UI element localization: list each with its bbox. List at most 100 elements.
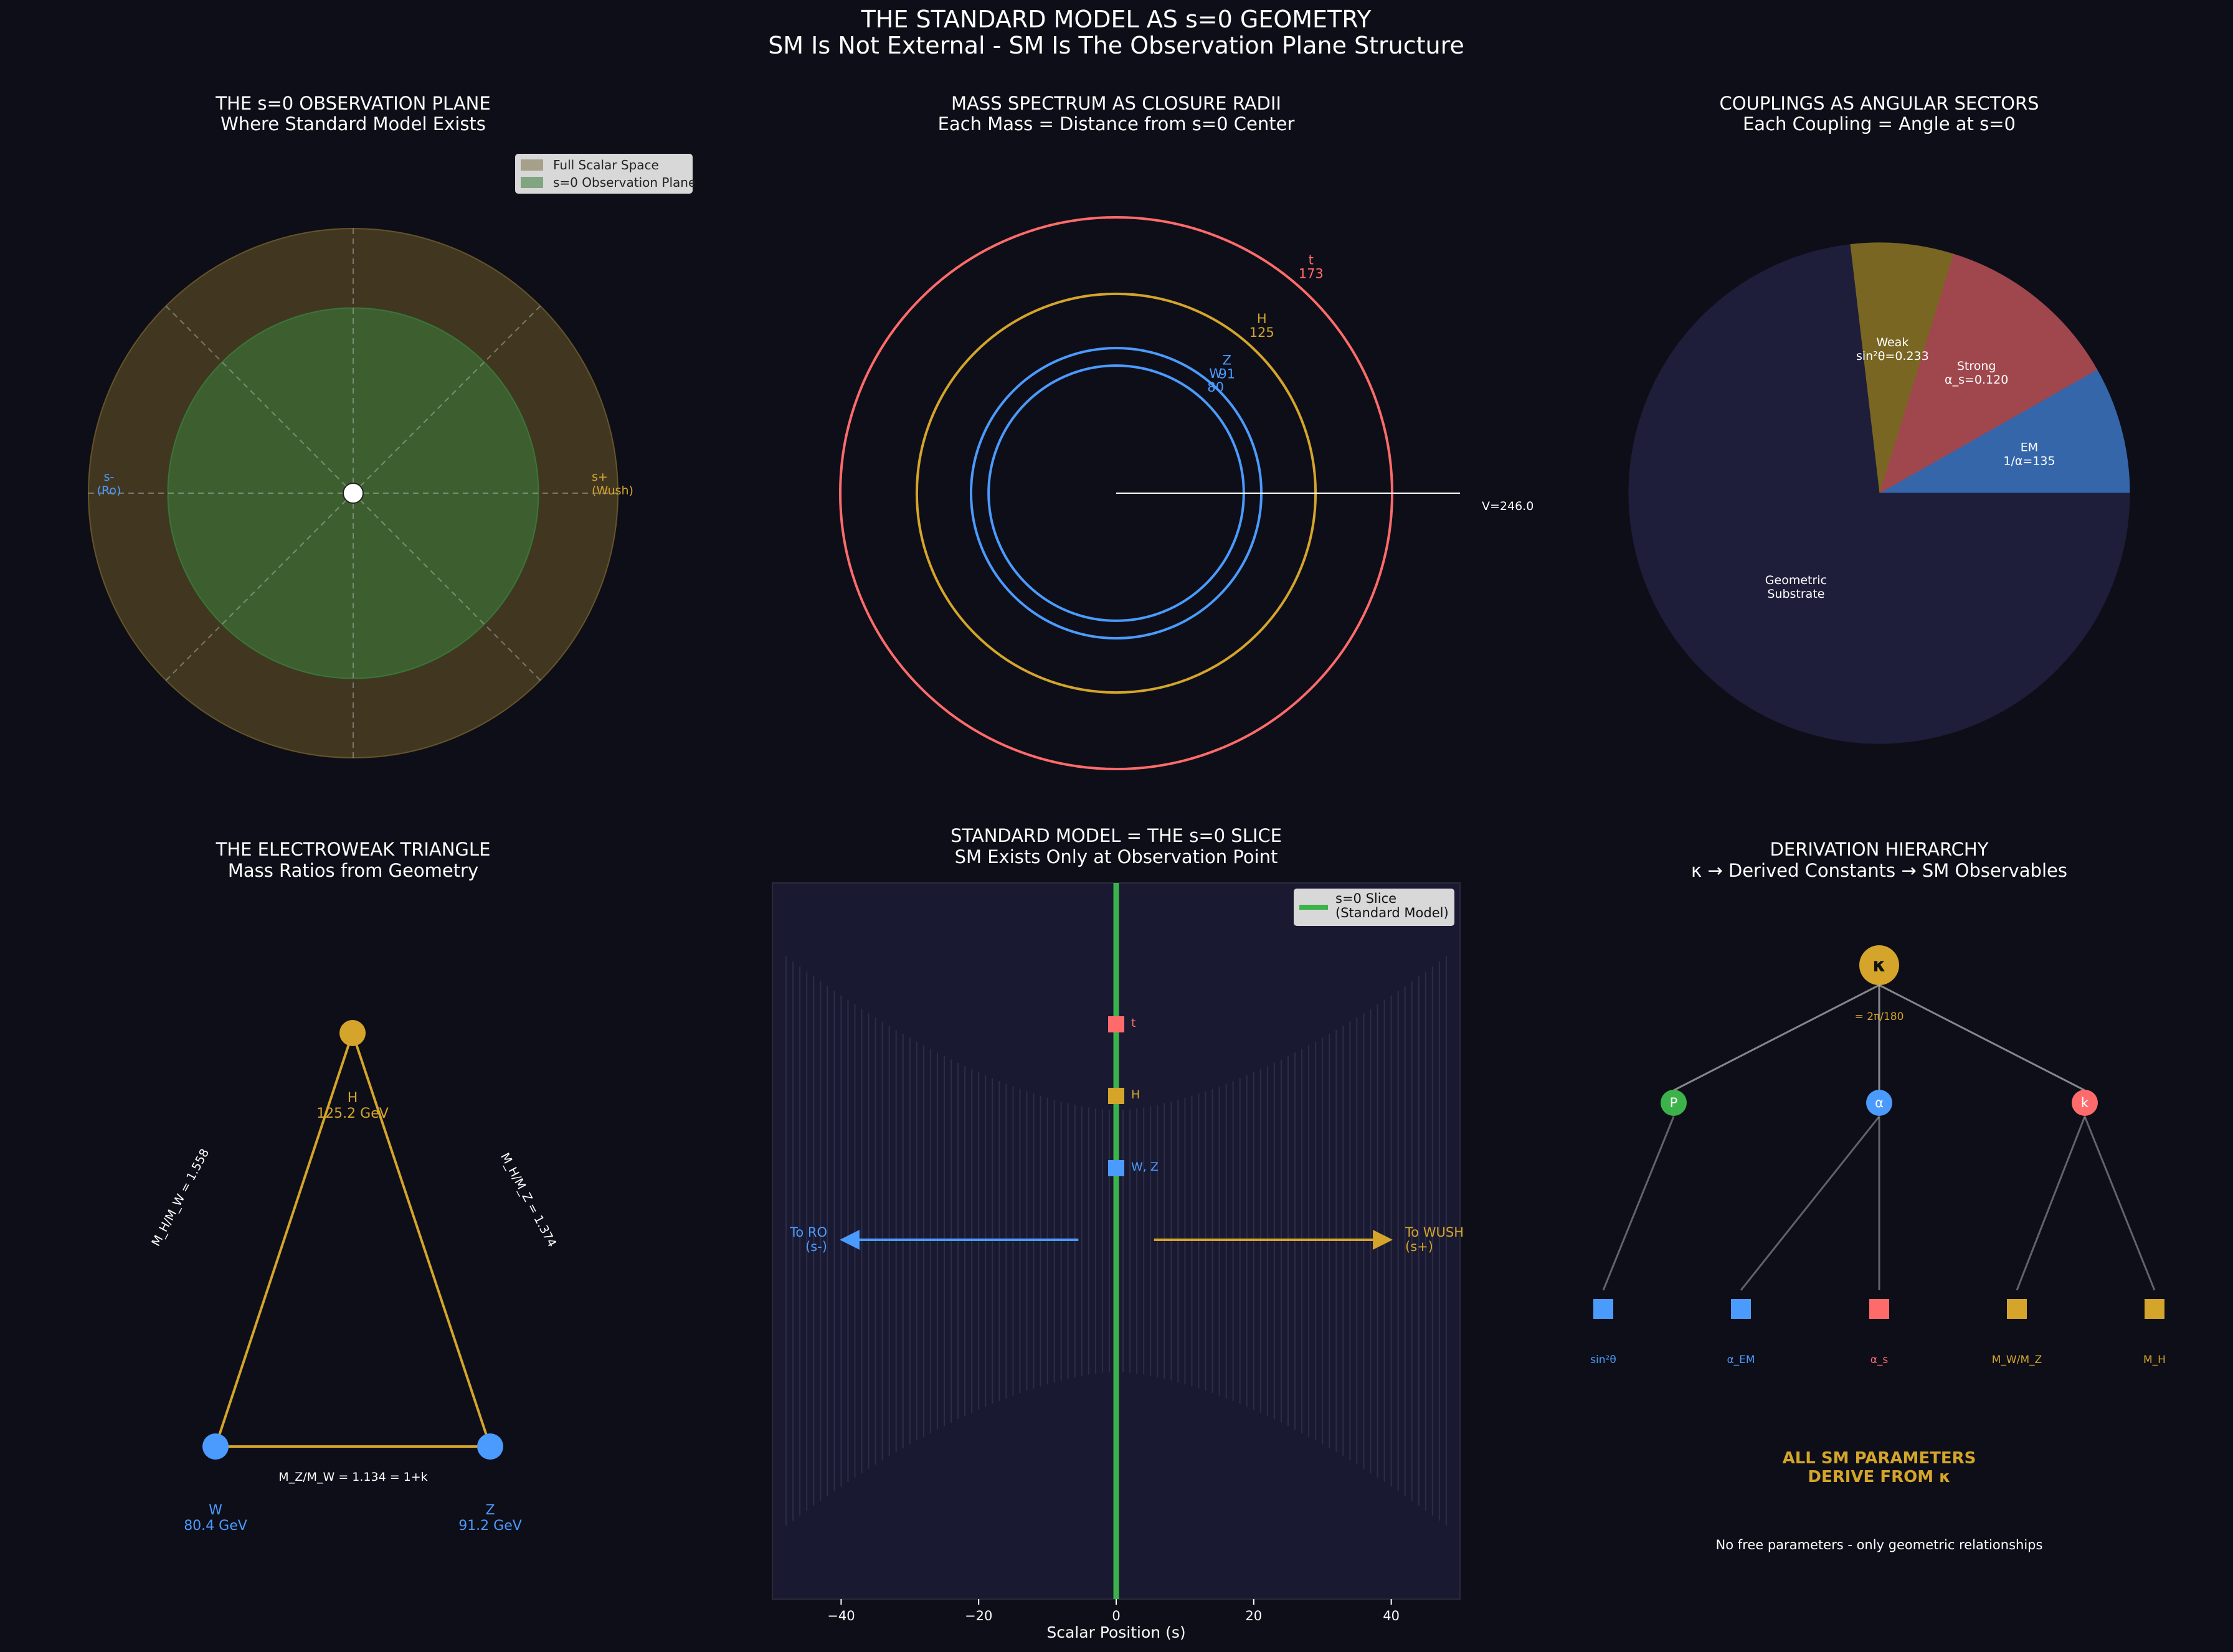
panel-observation-plane: THE s=0 OBSERVATION PLANE Where Standard… xyxy=(88,93,696,758)
vertex-label-h: H 125.2 GeV xyxy=(316,1090,389,1121)
panel2-subtitle: Each Mass = Distance from s=0 Center xyxy=(938,113,1295,135)
slice-arrows: To RO (s-) To WUSH (s+) xyxy=(789,1225,1464,1254)
plane-legend: Full Scalar Space s=0 Observation Plane xyxy=(515,154,696,194)
panel2-title: MASS SPECTRUM AS CLOSURE RADII xyxy=(951,93,1281,114)
x-tick-label: −40 xyxy=(827,1608,855,1623)
marker-t xyxy=(1108,1016,1124,1032)
edge-alpha-alpha-em xyxy=(1740,1116,1880,1291)
edge-w-h xyxy=(214,1032,354,1447)
leaf-label-alpha-em: α_EM xyxy=(1727,1354,1755,1366)
panel6-title: DERIVATION HIERARCHY xyxy=(1770,839,1989,860)
edge-P-sin2theta xyxy=(1602,1116,1675,1291)
vev-line: V=246.0 xyxy=(1116,493,1534,513)
label-s-minus: s-(Ro) xyxy=(97,470,121,498)
x-tick-label: 40 xyxy=(1383,1608,1400,1623)
node-label-p: P xyxy=(1670,1095,1678,1110)
vertex-label-z: Z 91.2 GeV xyxy=(458,1503,522,1534)
slice-legend-box xyxy=(1294,889,1454,926)
x-tick-label: 0 xyxy=(1112,1608,1120,1623)
panel3-subtitle: Each Coupling = Angle at s=0 xyxy=(1743,113,2016,135)
kappa-note: = 2π/180 xyxy=(1855,1011,1904,1023)
leaf-label-alpha-s: α_s xyxy=(1870,1354,1889,1366)
vertex-z xyxy=(477,1433,503,1460)
legend-swatch-observation xyxy=(521,177,543,188)
panel-derivation-hierarchy: DERIVATION HIERARCHY κ → Derived Constan… xyxy=(1590,839,2166,1552)
slice-weak xyxy=(1849,242,1954,494)
node-kappa xyxy=(1859,945,1899,985)
leaf-mh xyxy=(2145,1299,2164,1319)
hierarchy-conclusion-text: ALL SM PARAMETERS DERIVE FROM κ xyxy=(1783,1449,1976,1486)
panel6-subtitle: κ → Derived Constants → SM Observables xyxy=(1691,860,2067,881)
guide-line-225 xyxy=(165,493,354,681)
node-k xyxy=(2072,1090,2098,1116)
guide-line-45 xyxy=(353,305,541,494)
slice-geometric-substrate xyxy=(1628,244,2130,744)
panel-mass-spectrum: MASS SPECTRUM AS CLOSURE RADII Each Mass… xyxy=(839,93,1534,770)
node-alpha xyxy=(1866,1090,1892,1116)
marker-label-h: H xyxy=(1131,1088,1140,1102)
x-axis-ticks: −40 −20 0 20 40 xyxy=(827,1599,1400,1623)
edge-kappa-k xyxy=(1879,984,2085,1092)
node-label-k: k xyxy=(2081,1095,2089,1110)
slice-legend-label: s=0 Slice (Standard Model) xyxy=(1335,891,1449,920)
ring-label-t: t 173 xyxy=(1299,253,1324,281)
slice-legend: s=0 Slice (Standard Model) xyxy=(1294,889,1454,926)
marker-label-w-z: W, Z xyxy=(1131,1160,1159,1174)
triangle-vertex-labels: W 80.4 GeV Z 91.2 GeV H 125.2 GeV xyxy=(184,1090,522,1534)
panel4-title: THE ELECTROWEAK TRIANGLE xyxy=(216,839,491,860)
leaf-sin2theta xyxy=(1593,1299,1613,1319)
leaf-label-mw-mz: M_W/M_Z xyxy=(1992,1354,2042,1366)
panel4-subtitle: Mass Ratios from Geometry xyxy=(228,860,478,881)
marker-h xyxy=(1108,1088,1124,1104)
coupling-slices xyxy=(1628,242,2130,744)
legend-observation-plane: s=0 Observation Plane xyxy=(553,175,696,190)
slice-label-strong: Strong α_s=0.120 xyxy=(1945,359,2008,387)
panel1-subtitle: Where Standard Model Exists xyxy=(220,113,486,135)
hierarchy-conclusion: ALL SM PARAMETERS DERIVE FROM κ xyxy=(1783,1449,1976,1486)
slice-label-weak: Weak sin²θ=0.233 xyxy=(1856,336,1929,363)
node-label-alpha: α xyxy=(1875,1095,1884,1110)
node-kappa-label: κ xyxy=(1872,955,1885,976)
leaf-alpha-s xyxy=(1869,1299,1889,1319)
edge-k-mh xyxy=(2084,1116,2156,1291)
legend-swatch-full-space xyxy=(521,159,543,171)
guide-line-135 xyxy=(165,305,354,494)
figure-title: THE STANDARD MODEL AS s=0 GEOMETRY xyxy=(861,6,1372,33)
edge-label-bottom: M_Z/M_W = 1.134 = 1+k xyxy=(278,1470,427,1484)
x-tick-label: 20 xyxy=(1245,1608,1262,1623)
panel5-subtitle: SM Exists Only at Observation Point xyxy=(955,846,1278,867)
leaf-label-mh: M_H xyxy=(2143,1354,2166,1366)
mass-labels: t 173 H 125 Z 91W 80 xyxy=(1207,253,1323,395)
triangle-edges xyxy=(214,1032,491,1448)
x-axis-label: Scalar Position (s) xyxy=(1046,1623,1185,1641)
leaf-mw-mz xyxy=(2007,1299,2027,1319)
label-s-minus-text: s-(Ro) xyxy=(97,470,121,498)
vev-label: V=246.0 xyxy=(1482,499,1534,513)
edge-kappa-P xyxy=(1673,984,1880,1092)
arrow-label-left: To RO (s-) xyxy=(789,1225,827,1254)
panel3-title: COUPLINGS AS ANGULAR SECTORS xyxy=(1719,93,2039,114)
ring-label-z: Z 91 xyxy=(1218,352,1235,381)
node-p xyxy=(1661,1090,1687,1116)
panel1-title: THE s=0 OBSERVATION PLANE xyxy=(215,93,490,114)
panel-couplings: COUPLINGS AS ANGULAR SECTORS Each Coupli… xyxy=(1628,93,2130,744)
leaf-label-sin2theta: sin²θ xyxy=(1590,1354,1616,1366)
edge-h-z xyxy=(351,1032,491,1447)
hierarchy-nodes: κ P α k sin²θ α_EM α_s M_W/M_Z M_H xyxy=(1590,945,2166,1366)
slice-legend-text: s=0 Slice (Standard Model) xyxy=(1335,891,1449,920)
marker-w-z xyxy=(1108,1160,1124,1176)
s0-center-marker xyxy=(343,483,364,504)
guide-line-315 xyxy=(353,493,541,681)
panel-sm-slice: STANDARD MODEL = THE s=0 SLICE SM Exists… xyxy=(772,825,1464,1641)
hierarchy-edges xyxy=(1602,984,2156,1291)
vertex-h xyxy=(339,1020,366,1046)
hierarchy-footnote: No free parameters - only geometric rela… xyxy=(1716,1537,2043,1552)
legend-full-space: Full Scalar Space xyxy=(553,158,659,172)
vertex-label-w: W 80.4 GeV xyxy=(184,1503,247,1534)
label-s-plus-text: s+ (Wush) xyxy=(592,470,633,498)
coupling-labels: EM 1/α=135 Strong α_s=0.120 Weak sin²θ=0.233 G… xyxy=(1765,336,2055,601)
x-tick-label: −20 xyxy=(965,1608,992,1623)
figure-subtitle: SM Is Not External - SM Is The Observati… xyxy=(768,32,1464,59)
